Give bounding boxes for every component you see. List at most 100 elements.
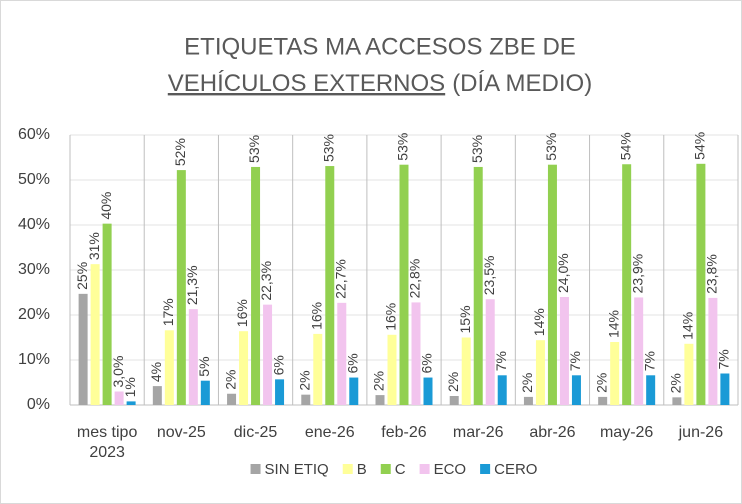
data-label: 2% bbox=[593, 373, 609, 393]
data-label: 2% bbox=[371, 371, 387, 391]
data-label: 7% bbox=[493, 351, 509, 371]
chart-title-rest: (DÍA MEDIO) bbox=[452, 70, 592, 97]
data-label: 6% bbox=[419, 353, 435, 373]
data-label: 40% bbox=[98, 192, 114, 220]
data-label: 54% bbox=[692, 132, 708, 160]
bar bbox=[720, 373, 730, 405]
bar bbox=[634, 297, 644, 405]
legend-label: CERO bbox=[494, 461, 537, 478]
y-tick-label: 0% bbox=[27, 396, 50, 413]
data-label: 16% bbox=[383, 303, 399, 331]
bar bbox=[535, 340, 545, 405]
data-label: 22,8% bbox=[407, 259, 423, 299]
bar bbox=[598, 396, 608, 405]
data-label: 53% bbox=[395, 133, 411, 161]
bar bbox=[313, 333, 323, 405]
data-label: 14% bbox=[680, 312, 696, 340]
bar bbox=[375, 395, 385, 405]
bar bbox=[485, 299, 495, 405]
bar bbox=[114, 391, 124, 405]
data-label: 53% bbox=[543, 133, 559, 161]
legend-label: ECO bbox=[434, 461, 467, 478]
legend-swatch bbox=[419, 464, 430, 474]
data-label: 2% bbox=[668, 373, 684, 393]
bar bbox=[399, 164, 409, 405]
bar bbox=[239, 331, 249, 405]
legend-label: C bbox=[395, 461, 406, 478]
data-label: 2% bbox=[519, 373, 535, 393]
data-label: 16% bbox=[308, 302, 324, 330]
x-tick-label: nov-25 bbox=[156, 424, 206, 441]
bar bbox=[349, 377, 359, 405]
data-label: 4% bbox=[148, 362, 164, 382]
data-label: 53% bbox=[246, 135, 262, 163]
y-tick-label: 20% bbox=[18, 306, 50, 323]
bar bbox=[411, 302, 421, 405]
bar bbox=[251, 166, 261, 405]
bar bbox=[301, 394, 311, 405]
chart-title: VEHÍCULOS EXTERNOS (DÍA MEDIO) bbox=[168, 70, 592, 97]
bar bbox=[684, 343, 694, 405]
bar bbox=[696, 163, 706, 405]
bar bbox=[672, 397, 682, 405]
legend-swatch bbox=[342, 464, 353, 474]
bar bbox=[200, 380, 210, 405]
data-label: 54% bbox=[617, 132, 633, 160]
data-label: 25% bbox=[74, 262, 90, 290]
bar bbox=[622, 164, 632, 405]
bar bbox=[126, 401, 136, 405]
bar bbox=[78, 293, 88, 405]
y-tick-label: 60% bbox=[18, 126, 50, 143]
bar bbox=[473, 166, 483, 405]
data-label: 6% bbox=[344, 353, 360, 373]
data-label: 22,3% bbox=[258, 261, 274, 301]
x-tick-label: feb-26 bbox=[381, 424, 427, 441]
bar bbox=[423, 377, 433, 405]
data-label: 22,7% bbox=[332, 259, 348, 299]
data-label: 15% bbox=[457, 305, 473, 333]
x-tick-label: mar-26 bbox=[452, 424, 504, 441]
bar bbox=[387, 334, 397, 405]
bar bbox=[337, 302, 347, 405]
data-label: 21,3% bbox=[184, 265, 200, 305]
bar bbox=[152, 386, 162, 405]
bar bbox=[547, 164, 557, 405]
legend-swatch bbox=[250, 464, 261, 474]
data-label: 2% bbox=[222, 370, 238, 390]
legend-swatch bbox=[480, 464, 491, 474]
bar bbox=[708, 297, 718, 405]
data-label: 14% bbox=[531, 308, 547, 336]
data-label: 23,5% bbox=[481, 256, 497, 296]
x-tick-label: dic-25 bbox=[233, 424, 278, 441]
data-label: 52% bbox=[172, 138, 188, 166]
data-label: 23,8% bbox=[704, 254, 720, 294]
data-label: 53% bbox=[469, 135, 485, 163]
data-label: 2% bbox=[296, 370, 312, 390]
x-tick-label: mes tipo 2023 bbox=[76, 424, 138, 461]
bar bbox=[571, 375, 581, 405]
bar bbox=[559, 297, 569, 405]
bar bbox=[227, 393, 237, 405]
bar bbox=[102, 223, 112, 405]
data-label: 2% bbox=[445, 372, 461, 392]
data-label: 5% bbox=[196, 356, 212, 376]
bar bbox=[90, 264, 100, 405]
data-label: 31% bbox=[86, 232, 102, 260]
bar bbox=[263, 304, 273, 405]
bar bbox=[461, 337, 471, 405]
x-tick-label: abr-26 bbox=[529, 424, 576, 441]
legend-swatch bbox=[380, 464, 391, 474]
legend-label: B bbox=[357, 461, 367, 478]
chart-title: ETIQUETAS MA ACCESOS ZBE DE bbox=[184, 33, 576, 60]
bar bbox=[646, 375, 656, 405]
bar bbox=[176, 170, 186, 405]
data-label: 7% bbox=[716, 349, 732, 369]
bar bbox=[449, 396, 459, 405]
data-label: 7% bbox=[567, 351, 583, 371]
bar bbox=[275, 379, 285, 405]
y-tick-label: 50% bbox=[18, 171, 50, 188]
x-tick-label: may-26 bbox=[599, 424, 654, 441]
